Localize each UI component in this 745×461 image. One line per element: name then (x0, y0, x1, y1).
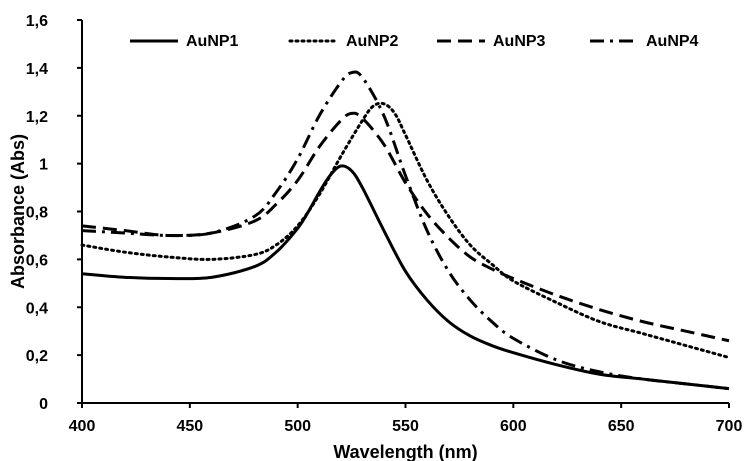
y-tick-label: 0,4 (26, 300, 48, 317)
y-tick-label: 0,6 (26, 252, 48, 269)
series-line-aunp3 (82, 113, 729, 341)
y-tick-label: 1,6 (26, 13, 48, 30)
legend: AuNP1 AuNP2 AuNP3 AuNP4 (130, 33, 699, 50)
x-tick-label: 400 (69, 418, 96, 435)
x-tick-label: 550 (392, 418, 419, 435)
y-tick-label: 1,4 (26, 61, 48, 78)
y-tick-label: 0,2 (26, 348, 48, 365)
series-line-aunp1 (82, 166, 729, 389)
x-tick-label: 450 (176, 418, 203, 435)
x-axis-title: Wavelength (nm) (333, 442, 477, 461)
y-tick-label: 0 (39, 396, 48, 413)
y-tick-label: 0,8 (26, 205, 48, 222)
legend-label-aunp3: AuNP3 (493, 33, 546, 50)
x-tick-label: 500 (284, 418, 311, 435)
y-tick-label: 1 (39, 157, 48, 174)
y-ticks: 0 0,2 0,4 0,6 0,8 1 1,2 1,4 1,6 (26, 13, 82, 413)
plot-series (82, 72, 729, 389)
y-tick-label: 1,2 (26, 109, 48, 126)
legend-label-aunp1: AuNP1 (186, 33, 239, 50)
x-tick-label: 650 (608, 418, 635, 435)
x-ticks: 400 450 500 550 600 650 700 (69, 403, 743, 435)
legend-label-aunp2: AuNP2 (346, 33, 399, 50)
y-axis-title: Absorbance (Abs) (8, 134, 28, 289)
x-tick-label: 600 (500, 418, 527, 435)
x-tick-label: 700 (716, 418, 743, 435)
legend-label-aunp4: AuNP4 (646, 33, 699, 50)
series-line-aunp4 (82, 72, 729, 389)
